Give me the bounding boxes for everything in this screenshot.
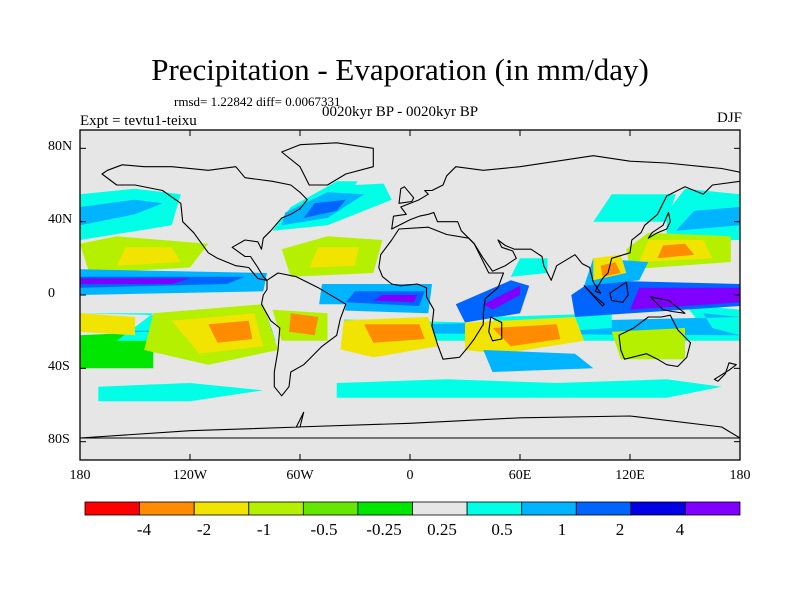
stats-text: rmsd= 1.22842 diff= 0.0067331 bbox=[174, 94, 341, 109]
colorbar-swatch bbox=[466, 501, 523, 516]
field-region bbox=[510, 212, 630, 259]
coastline bbox=[609, 281, 629, 303]
field-region bbox=[309, 247, 359, 268]
figure-title: Precipitation - Evaporation (in mm/day) bbox=[151, 52, 649, 87]
lon-label-0: 0 bbox=[406, 468, 414, 483]
field-region bbox=[289, 313, 319, 336]
field-region bbox=[675, 207, 740, 231]
period-label: 0020kyr BP - 0020kyr BP bbox=[322, 104, 479, 120]
colorbar-label-10: 4 bbox=[675, 520, 685, 539]
colorbar-swatch bbox=[521, 501, 577, 516]
coastline bbox=[101, 164, 308, 281]
lat-label-40n: 40N bbox=[48, 212, 73, 227]
coastline bbox=[281, 142, 374, 186]
colorbar-swatch bbox=[685, 501, 741, 516]
colorbar-label-6: 0.25 bbox=[427, 520, 457, 539]
field-region bbox=[80, 331, 154, 369]
axis-ticks bbox=[79, 130, 741, 460]
field-region bbox=[116, 247, 181, 266]
colorbar-swatch bbox=[357, 501, 413, 516]
lat-label-40s: 40S bbox=[48, 359, 70, 374]
lat-label-80n: 80N bbox=[48, 139, 73, 154]
colorbar-label-8: 1 bbox=[557, 520, 567, 539]
field-region bbox=[600, 262, 621, 277]
coastline bbox=[260, 272, 347, 397]
colorbar-swatch bbox=[248, 501, 304, 516]
coastline bbox=[378, 226, 505, 360]
field-region bbox=[593, 194, 676, 222]
field-region bbox=[657, 243, 695, 259]
field-region bbox=[510, 258, 548, 277]
field-region bbox=[364, 324, 425, 343]
coastline bbox=[488, 316, 503, 342]
colorbar-swatch bbox=[193, 501, 250, 516]
colorbar bbox=[84, 501, 741, 516]
coastline bbox=[618, 314, 692, 368]
colorbar-label-2: -2 bbox=[196, 520, 212, 539]
field-region bbox=[355, 159, 438, 185]
colorbar-label-3: -1 bbox=[256, 520, 272, 539]
coastline bbox=[80, 411, 740, 439]
field-region bbox=[492, 324, 561, 347]
lon-label-120e: 120E bbox=[615, 468, 645, 483]
colorbar-swatch bbox=[575, 501, 632, 516]
coastlines bbox=[80, 142, 740, 439]
field-region bbox=[611, 328, 685, 360]
coastline bbox=[713, 362, 737, 382]
field-region bbox=[98, 383, 264, 402]
colorbar-label-7: 0.5 bbox=[491, 520, 513, 539]
lon-label-180w: 180 bbox=[69, 468, 91, 483]
map-plot-area bbox=[80, 130, 740, 460]
colorbar-label-9: 2 bbox=[615, 520, 625, 539]
season-label: DJF bbox=[716, 110, 742, 126]
coastline bbox=[583, 285, 605, 307]
colorbar-swatch bbox=[630, 501, 686, 516]
field-region bbox=[80, 313, 135, 336]
field-region bbox=[303, 199, 346, 218]
lon-label-60e: 60E bbox=[508, 468, 532, 483]
field-region bbox=[80, 199, 163, 226]
experiment-label: Expt = tevtu1-teixu bbox=[80, 113, 197, 129]
field-region bbox=[80, 278, 190, 284]
lon-label-120w: 120W bbox=[172, 468, 208, 483]
coastline bbox=[398, 186, 415, 204]
colorbar-swatch bbox=[412, 501, 468, 516]
colorbar-label-5: -0.25 bbox=[366, 520, 402, 539]
lon-label-60w: 60W bbox=[286, 468, 314, 483]
colorbar-swatch bbox=[84, 501, 140, 516]
field-region bbox=[483, 285, 520, 310]
field-region bbox=[373, 295, 418, 303]
lon-label-180e: 180 bbox=[729, 468, 751, 483]
coastline bbox=[391, 155, 740, 294]
field-region bbox=[208, 320, 253, 343]
coastline bbox=[647, 211, 671, 239]
coastline bbox=[649, 296, 686, 314]
field-region bbox=[483, 350, 594, 372]
lat-label-80s: 80S bbox=[48, 432, 70, 447]
colorbar-swatch bbox=[302, 501, 359, 516]
precip-evap-field bbox=[80, 159, 740, 413]
colorbar-swatch bbox=[139, 501, 195, 516]
colorbar-label-4: -0.5 bbox=[310, 520, 338, 539]
colorbar-label-1: -4 bbox=[136, 520, 152, 539]
lat-label-eq: 0 bbox=[48, 286, 55, 301]
field-region bbox=[336, 379, 722, 398]
